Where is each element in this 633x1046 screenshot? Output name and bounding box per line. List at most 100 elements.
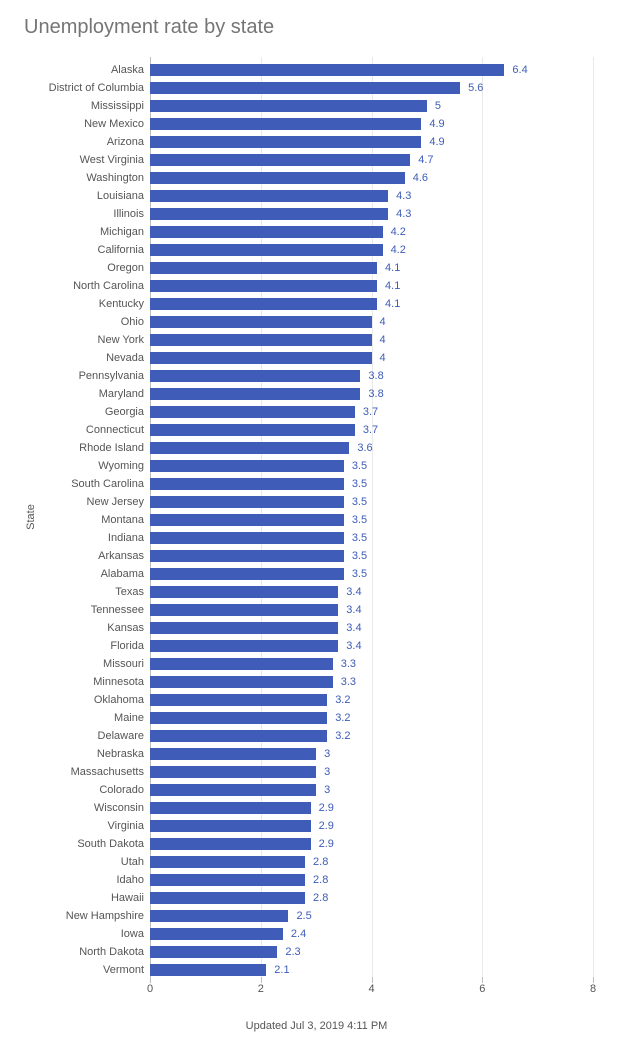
x-tick-mark [482,977,483,983]
bar-row: Nebraska3 [150,747,593,761]
x-tick: 4 [368,983,374,995]
x-axis-ticks: 02468 [150,983,593,1003]
bar [150,838,311,850]
category-label: Arizona [107,136,144,148]
category-label: Missouri [103,658,144,670]
value-label: 3.4 [346,640,361,652]
category-label: Idaho [116,874,144,886]
category-label: Utah [121,856,144,868]
value-label: 3.7 [363,406,378,418]
bar [150,712,327,724]
value-label: 3.8 [368,388,383,400]
value-label: 4.6 [413,172,428,184]
bar-row: California4.2 [150,243,593,257]
bar-row: Rhode Island3.6 [150,441,593,455]
category-label: Tennessee [91,604,144,616]
bar-row: Pennsylvania3.8 [150,369,593,383]
value-label: 3.4 [346,622,361,634]
plot-area: State Alaska6.4District of Columbia5.6Mi… [20,57,613,977]
category-label: South Carolina [71,478,144,490]
bar-row: Colorado3 [150,783,593,797]
value-label: 3 [324,766,330,778]
bar-row: Arizona4.9 [150,135,593,149]
bar-row: Utah2.8 [150,855,593,869]
category-label: Wisconsin [94,802,144,814]
bar [150,802,311,814]
value-label: 3.8 [368,370,383,382]
bar-row: New Mexico4.9 [150,117,593,131]
bar-row: Nevada4 [150,351,593,365]
bar-row: Delaware3.2 [150,729,593,743]
bar [150,748,316,760]
value-label: 3.5 [352,460,367,472]
bar [150,118,421,130]
category-label: Mississippi [91,100,144,112]
bar [150,514,344,526]
category-label: California [98,244,144,256]
bar [150,964,266,976]
bar [150,226,383,238]
category-label: Texas [115,586,144,598]
gridline [593,57,594,983]
bar [150,928,283,940]
category-label: Washington [86,172,144,184]
bar-row: Virginia2.9 [150,819,593,833]
category-label: Indiana [108,532,144,544]
category-label: Connecticut [86,424,144,436]
category-label: Alabama [101,568,144,580]
bar [150,424,355,436]
chart-container: Unemployment rate by state State Alaska6… [0,0,633,1046]
x-tick-label: 2 [258,983,264,995]
category-label: New Mexico [84,118,144,130]
value-label: 5 [435,100,441,112]
bar-row: North Dakota2.3 [150,945,593,959]
value-label: 4.1 [385,262,400,274]
value-label: 4.9 [429,118,444,130]
bar [150,154,410,166]
bar [150,406,355,418]
bar-row: Alaska6.4 [150,63,593,77]
value-label: 3.6 [357,442,372,454]
bar [150,694,327,706]
category-label: Nebraska [97,748,144,760]
value-label: 3.5 [352,478,367,490]
bar-row: South Carolina3.5 [150,477,593,491]
bar-row: Maine3.2 [150,711,593,725]
bar-row: Wyoming3.5 [150,459,593,473]
bar-row: Connecticut3.7 [150,423,593,437]
bar [150,622,338,634]
x-tick-label: 4 [368,983,374,995]
x-tick-label: 8 [590,983,596,995]
value-label: 4 [380,316,386,328]
bar-row: Oklahoma3.2 [150,693,593,707]
bar [150,208,388,220]
bar [150,658,333,670]
category-label: Louisiana [97,190,144,202]
value-label: 3 [324,784,330,796]
bar-row: Vermont2.1 [150,963,593,977]
bar [150,676,333,688]
category-label: Michigan [100,226,144,238]
bar [150,370,360,382]
bar [150,766,316,778]
bar [150,388,360,400]
bar-row: Mississippi5 [150,99,593,113]
bar [150,568,344,580]
bar [150,280,377,292]
category-label: North Dakota [79,946,144,958]
value-label: 3.3 [341,658,356,670]
bar-row: South Dakota2.9 [150,837,593,851]
value-label: 3.3 [341,676,356,688]
bar-row: Maryland3.8 [150,387,593,401]
value-label: 4 [380,352,386,364]
value-label: 3.5 [352,568,367,580]
bar [150,190,388,202]
bar [150,262,377,274]
value-label: 4.1 [385,280,400,292]
category-label: Iowa [121,928,144,940]
bar [150,550,344,562]
value-label: 4.3 [396,208,411,220]
bar [150,100,427,112]
value-label: 2.4 [291,928,306,940]
bar [150,910,288,922]
